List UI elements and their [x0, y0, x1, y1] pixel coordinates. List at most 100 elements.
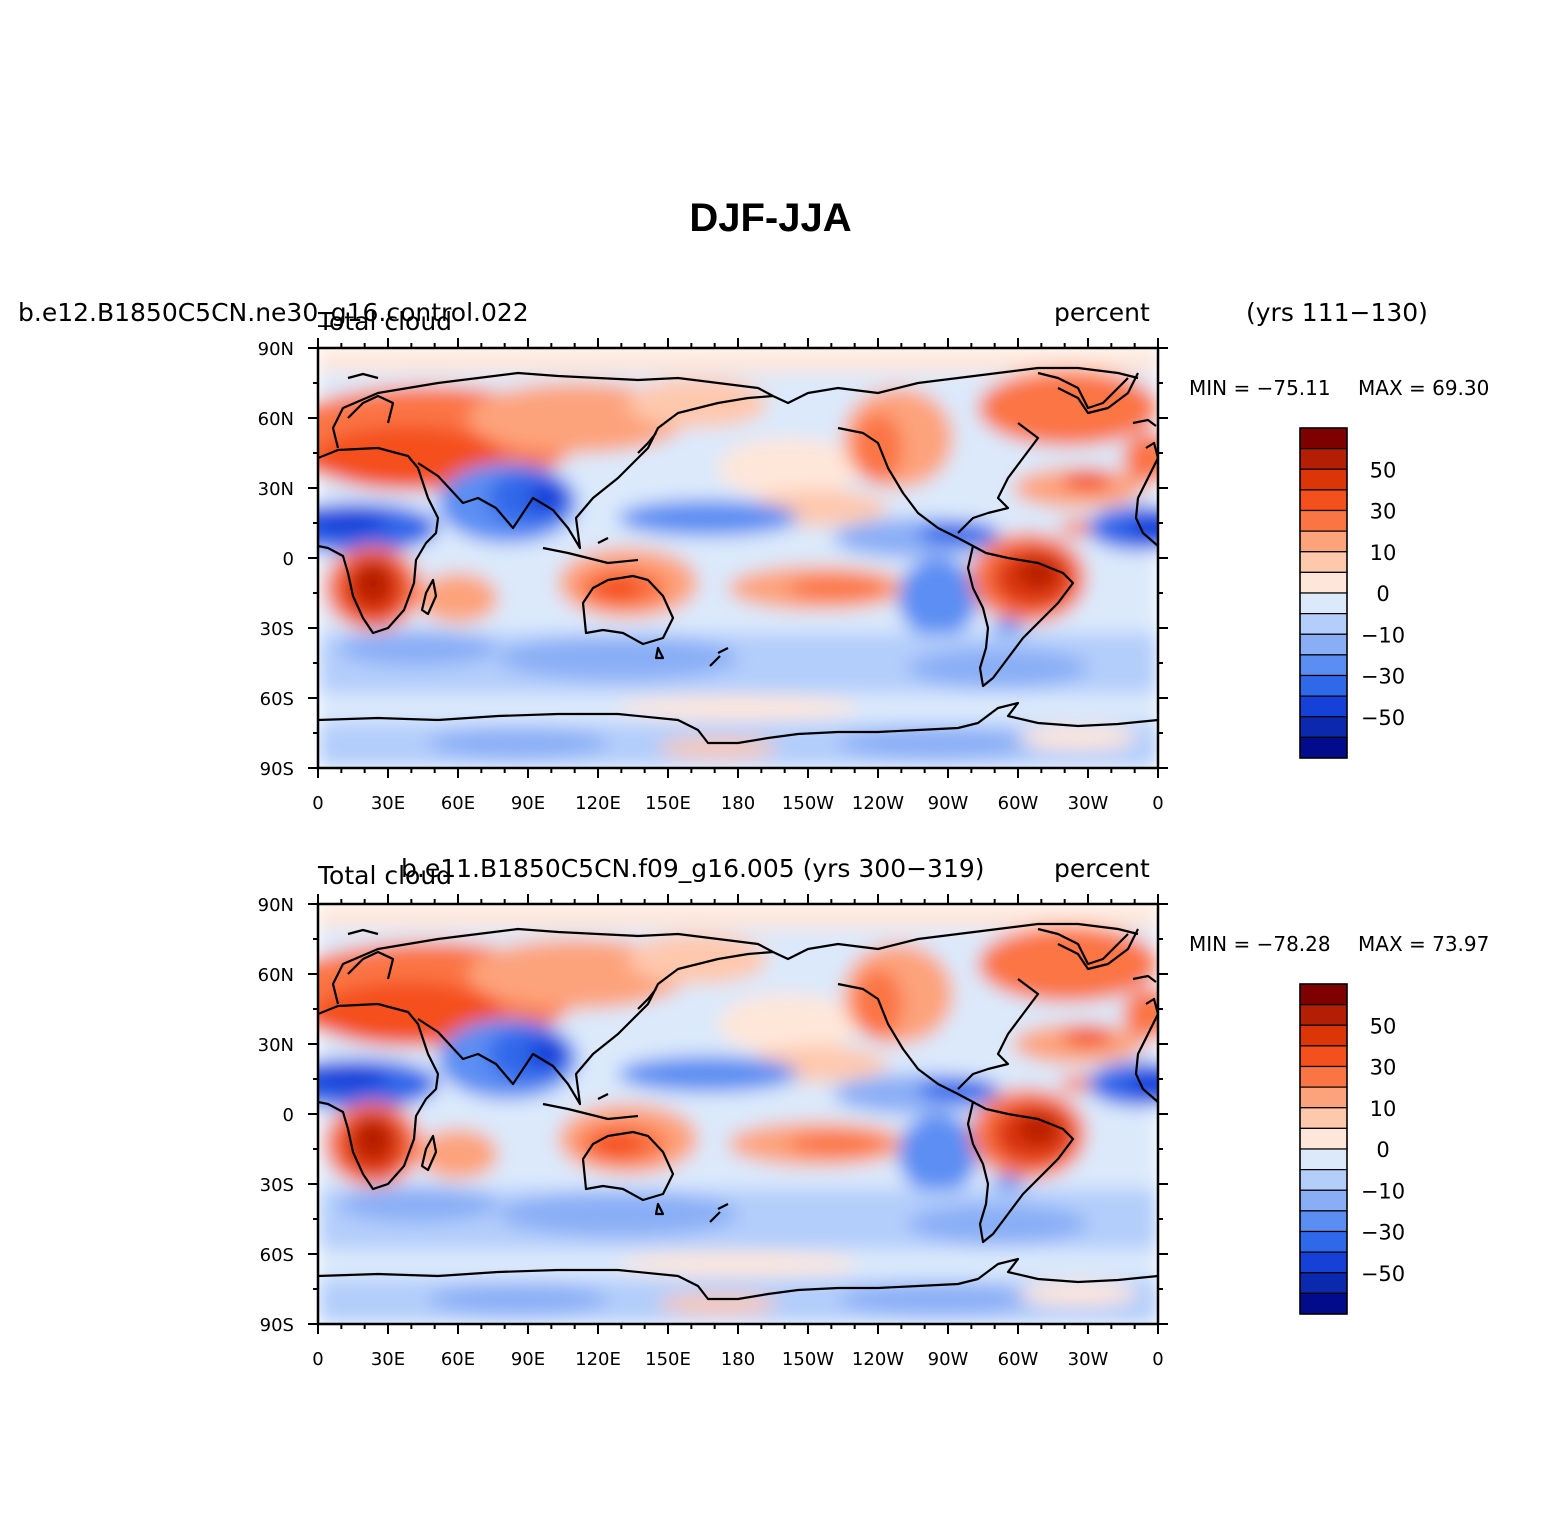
colorbar-box: [1299, 468, 1348, 491]
colorbar-box: [1299, 1272, 1348, 1294]
panel2-axes: 90N 60N 30N 0 30S 60S 90S 0 30E 60E 90E 120E 150E 180…: [258, 894, 1168, 1370]
lat-tick-label: 60S: [260, 1245, 294, 1266]
colorbar-box: [1299, 695, 1348, 718]
panel1-units: percent: [1054, 298, 1150, 327]
colorbar-label: 10: [1370, 541, 1397, 565]
panel2-variable: Total cloud: [318, 861, 453, 890]
lon-tick-label: 0: [1152, 1349, 1163, 1370]
lon-tick-label: 0: [312, 1349, 323, 1370]
colorbar-box: [1299, 1210, 1348, 1233]
colorbar-box: [1299, 1292, 1348, 1315]
colorbar-box: [1299, 1189, 1348, 1212]
colorbar-box: [1299, 448, 1348, 470]
lat-tick-label: 90S: [260, 759, 294, 780]
panel2-min-label: MIN = −78.28: [1189, 932, 1331, 956]
colorbar-box: [1299, 1045, 1348, 1068]
lat-tick-label: 0: [283, 1105, 294, 1126]
colorbar-label: 10: [1370, 1097, 1397, 1121]
panel1-colorbar: 50 30 10 0 −10 −30 −50: [1299, 427, 1405, 759]
colorbar-box: [1299, 674, 1348, 697]
panel1-max-label: MAX = 69.30: [1358, 376, 1490, 400]
colorbar-box: [1299, 1107, 1348, 1129]
colorbar-label: −10: [1361, 1179, 1405, 1203]
colorbar-box: [1299, 1127, 1348, 1150]
colorbar-label: −10: [1361, 623, 1405, 647]
lat-tick-label: 60S: [260, 689, 294, 710]
colorbar-label: −50: [1361, 706, 1405, 730]
lat-tick-label: 90N: [258, 339, 294, 360]
lat-tick-label: 30S: [260, 1175, 294, 1196]
panel1-variable: Total cloud: [318, 307, 453, 336]
lon-tick-label: 90W: [928, 793, 969, 814]
lat-tick-label: 30S: [260, 619, 294, 640]
colorbar-box: [1299, 1148, 1348, 1171]
lon-tick-label: 90E: [511, 1349, 545, 1370]
lat-tick-label: 30N: [258, 479, 294, 500]
colorbar-box: [1299, 489, 1348, 512]
panel1-min-label: MIN = −75.11: [1189, 376, 1331, 400]
lon-tick-label: 30E: [371, 793, 405, 814]
colorbar-box: [1299, 1169, 1348, 1191]
colorbar-label: 30: [1370, 500, 1397, 524]
panel1-case-name: b.e12.B1850C5CN.ne30_g16.control.022: [18, 298, 529, 327]
colorbar-box: [1299, 571, 1348, 594]
panel1-map-field: [318, 348, 1158, 768]
panel2-colorbar: 50 30 10 0 −10 −30 −50: [1299, 983, 1405, 1315]
colorbar-box: [1299, 1230, 1348, 1253]
colorbar-label: 50: [1370, 1014, 1397, 1038]
lon-tick-label: 60E: [441, 1349, 475, 1370]
panel1-years: (yrs 111−130): [1246, 298, 1428, 327]
lon-tick-label: 60W: [998, 793, 1039, 814]
colorbar-label: 0: [1376, 582, 1389, 606]
lon-tick-label: 60E: [441, 793, 475, 814]
lat-tick-label: 30N: [258, 1035, 294, 1056]
lon-tick-label: 180: [721, 793, 755, 814]
colorbar-box: [1299, 509, 1348, 532]
lon-tick-label: 150E: [645, 793, 691, 814]
panel2-map-field: [318, 904, 1158, 1324]
colorbar-frame: [1299, 983, 1348, 1315]
lon-tick-label: 90E: [511, 793, 545, 814]
lat-tick-label: 90N: [258, 895, 294, 916]
lon-tick-label: 30W: [1068, 793, 1109, 814]
colorbar-box: [1299, 1065, 1348, 1088]
colorbar-box: [1299, 1086, 1348, 1109]
lon-tick-label: 30E: [371, 1349, 405, 1370]
colorbar-box: [1299, 427, 1348, 450]
lat-tick-label: 0: [283, 549, 294, 570]
lon-tick-label: 30W: [1068, 1349, 1109, 1370]
colorbar-box: [1299, 633, 1348, 656]
lon-tick-label: 120E: [575, 1349, 621, 1370]
colorbar-frame: [1299, 427, 1348, 759]
lon-tick-label: 120W: [852, 1349, 904, 1370]
colorbar-label: 30: [1370, 1056, 1397, 1080]
colorbar-label: −30: [1361, 1221, 1405, 1245]
colorbar-box: [1299, 613, 1348, 635]
lon-tick-label: 150E: [645, 1349, 691, 1370]
colorbar-box: [1299, 551, 1348, 573]
lat-tick-label: 60N: [258, 409, 294, 430]
lon-tick-label: 150W: [782, 1349, 834, 1370]
colorbar-box: [1299, 736, 1348, 759]
colorbar-box: [1299, 983, 1348, 1006]
colorbar-box: [1299, 1004, 1348, 1026]
lat-tick-label: 90S: [260, 1315, 294, 1336]
panel2-max-label: MAX = 73.97: [1358, 932, 1490, 956]
colorbar-box: [1299, 654, 1348, 677]
lon-tick-label: 90W: [928, 1349, 969, 1370]
panel2-case-name: b.e11.B1850C5CN.f09_g16.005 (yrs 300−319…: [401, 854, 985, 883]
lon-tick-label: 150W: [782, 793, 834, 814]
panel1-axes: 90N 60N 30N 0 30S 60S 90S 0 30E 60E 90E 120E 150E 180…: [258, 338, 1168, 814]
lon-tick-label: 0: [312, 793, 323, 814]
figure-title: DJF-JJA: [689, 196, 852, 240]
colorbar-box: [1299, 1024, 1348, 1047]
lon-tick-label: 60W: [998, 1349, 1039, 1370]
colorbar-label: −50: [1361, 1262, 1405, 1286]
colorbar-box: [1299, 716, 1348, 738]
lon-tick-label: 120E: [575, 793, 621, 814]
lon-tick-label: 180: [721, 1349, 755, 1370]
colorbar-label: 50: [1370, 458, 1397, 482]
colorbar-box: [1299, 592, 1348, 615]
panel2-units: percent: [1054, 854, 1150, 883]
